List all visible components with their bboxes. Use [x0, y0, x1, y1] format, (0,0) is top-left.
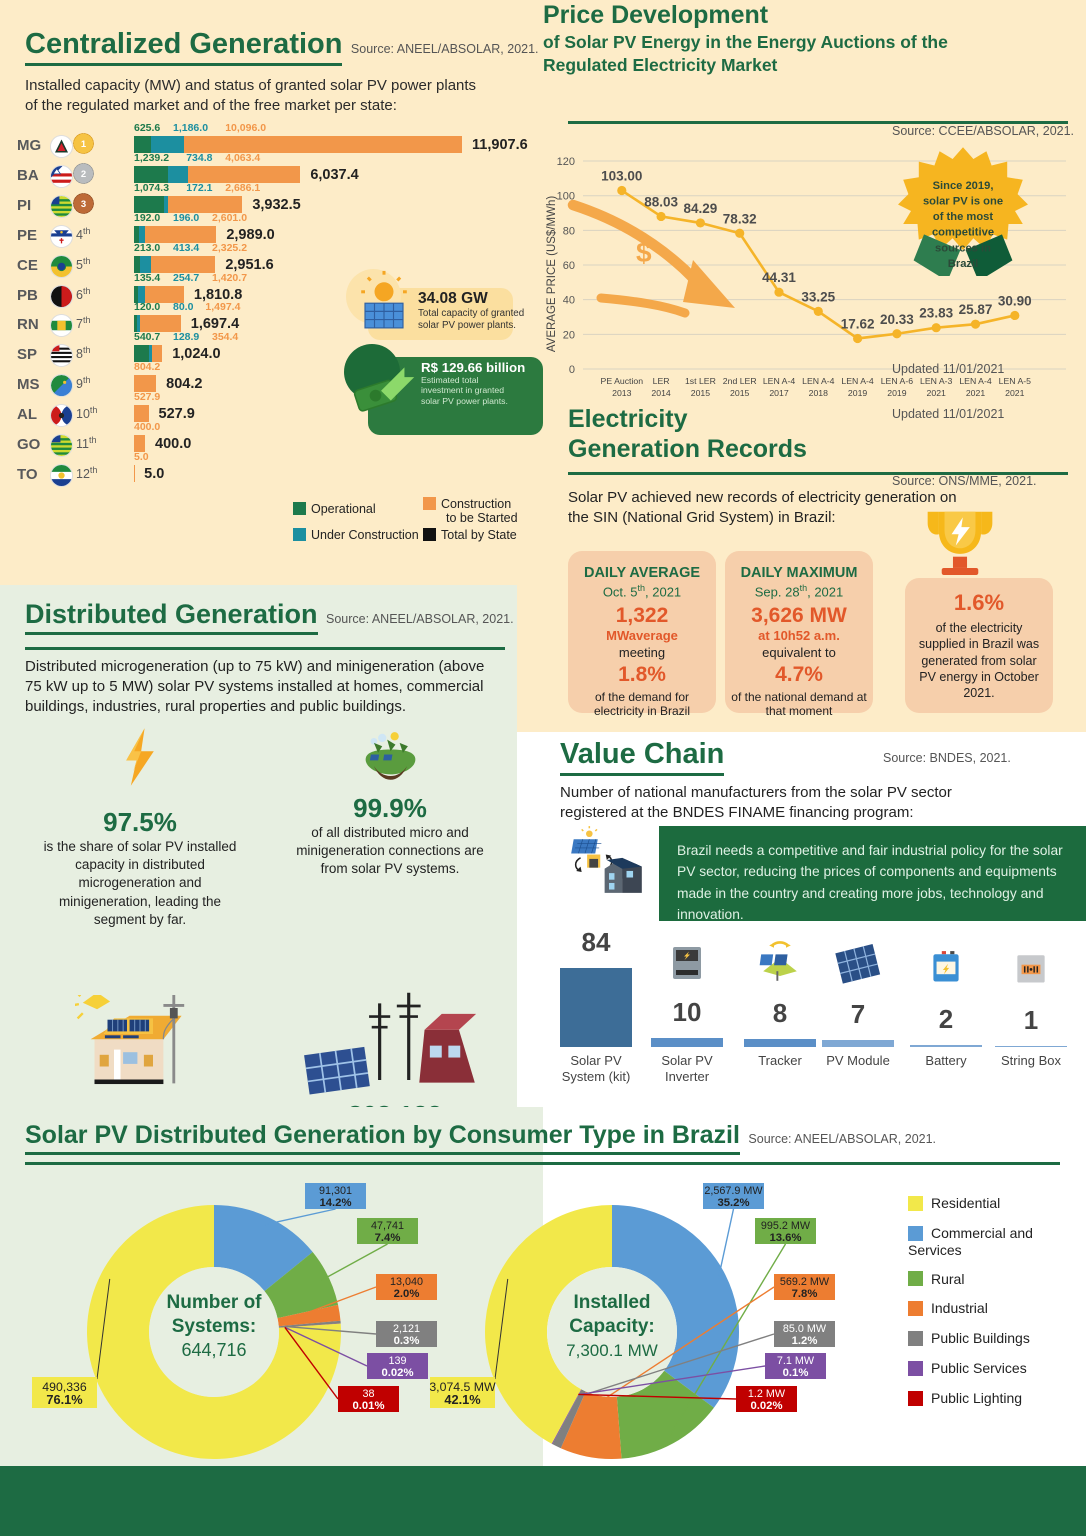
svg-text:0.02%: 0.02% — [750, 1400, 782, 1412]
svg-text:14.2%: 14.2% — [319, 1197, 351, 1209]
svg-text:Installed: Installed — [573, 1292, 650, 1313]
svg-text:995.2 MW: 995.2 MW — [761, 1220, 811, 1232]
svg-text:42.1%: 42.1% — [444, 1392, 481, 1407]
svg-text:Number of: Number of — [167, 1292, 263, 1313]
svg-text:1.2%: 1.2% — [792, 1335, 818, 1347]
svg-text:85.0 MW: 85.0 MW — [783, 1323, 827, 1335]
svg-text:0.1%: 0.1% — [783, 1367, 809, 1379]
svg-text:35.2%: 35.2% — [717, 1197, 749, 1209]
svg-text:1.2 MW: 1.2 MW — [748, 1388, 786, 1400]
svg-text:91,301: 91,301 — [319, 1185, 352, 1197]
svg-text:7.4%: 7.4% — [375, 1232, 401, 1244]
svg-text:2,567.9 MW: 2,567.9 MW — [704, 1185, 763, 1197]
svg-text:644,716: 644,716 — [181, 1340, 246, 1360]
svg-text:Systems:: Systems: — [172, 1316, 257, 1337]
svg-text:76.1%: 76.1% — [46, 1392, 83, 1407]
svg-text:Capacity:: Capacity: — [569, 1316, 655, 1337]
svg-text:7.8%: 7.8% — [792, 1288, 818, 1300]
svg-text:3: 3 — [81, 199, 86, 210]
svg-text:38: 38 — [362, 1388, 374, 1400]
svg-text:13.6%: 13.6% — [769, 1232, 801, 1244]
svg-text:1: 1 — [81, 139, 86, 150]
svg-text:7.1 MW: 7.1 MW — [777, 1355, 815, 1367]
svg-text:569.2 MW: 569.2 MW — [780, 1276, 830, 1288]
svg-text:2: 2 — [81, 169, 86, 180]
svg-text:0.01%: 0.01% — [352, 1400, 384, 1412]
svg-text:7,300.1 MW: 7,300.1 MW — [566, 1341, 658, 1360]
